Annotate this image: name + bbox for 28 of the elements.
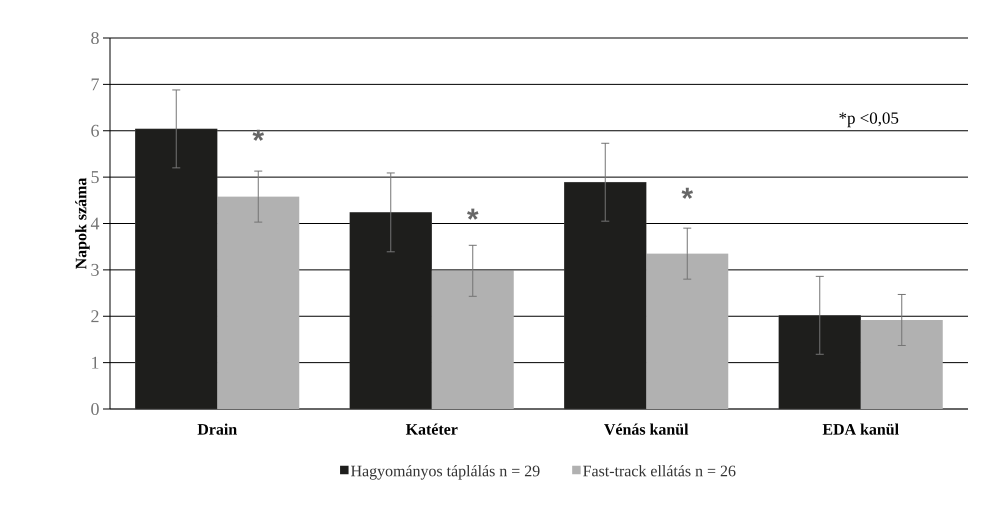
- bar: [860, 320, 943, 409]
- y-tick-label: 0: [91, 402, 99, 416]
- y-tick-label: 7: [92, 78, 99, 90]
- y-tick-label: 6: [91, 124, 99, 137]
- y-axis-title: Napok száma: [75, 178, 90, 270]
- y-tick-label: 5: [92, 171, 99, 184]
- legend-label: Hagyományos táplálás n = 29: [351, 465, 540, 480]
- x-tick-label: Katéter: [406, 424, 458, 435]
- x-tick-label: Drain: [198, 424, 237, 435]
- x-tick-label: EDA kanül: [822, 424, 899, 435]
- y-tick-label: 8: [91, 32, 99, 44]
- y-tick-label: 1: [92, 356, 98, 369]
- annotation: *: [682, 188, 694, 199]
- legend-label: Fast-track ellátás n = 26: [583, 465, 736, 476]
- bar: [778, 315, 861, 410]
- bar: [564, 182, 646, 410]
- bar: [646, 254, 728, 409]
- annotation: *: [252, 130, 264, 141]
- bar: [135, 128, 218, 410]
- y-tick-label: 4: [90, 218, 100, 230]
- bar: [432, 270, 514, 409]
- annotation: *p <0,05: [839, 112, 898, 128]
- x-tick-label: Vénás kanül: [604, 424, 688, 435]
- y-tick-label: 2: [91, 310, 98, 322]
- bar: [217, 196, 300, 409]
- annotation: *: [467, 208, 479, 220]
- bar: [350, 212, 432, 410]
- y-tick-label: 3: [91, 264, 99, 276]
